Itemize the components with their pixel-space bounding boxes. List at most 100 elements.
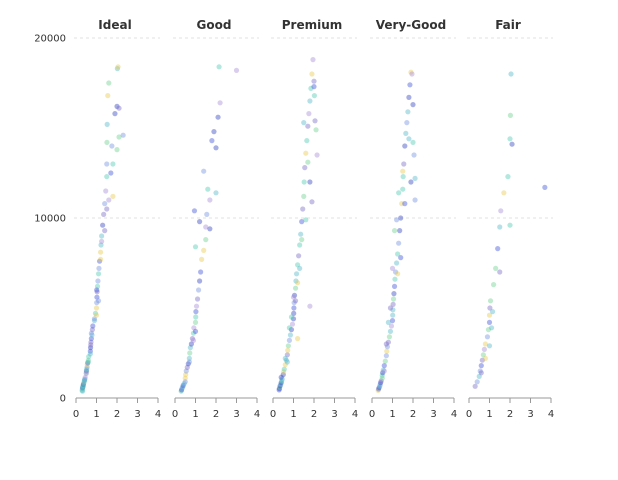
scatter-point — [307, 179, 313, 185]
scatter-point — [89, 332, 95, 338]
x-tick-label: 0 — [73, 409, 79, 420]
scatter-point — [400, 174, 406, 180]
scatter-point — [310, 57, 316, 63]
scatter-point — [96, 258, 103, 264]
scatter-point — [278, 374, 284, 380]
scatter-point — [91, 318, 98, 324]
scatter-point — [185, 361, 191, 367]
scatter-point — [481, 346, 487, 352]
scatter-point — [295, 262, 301, 268]
scatter-point — [476, 373, 482, 379]
scatter-point — [378, 380, 384, 386]
x-tick-label: 1 — [486, 409, 492, 420]
x-tick-label: 1 — [290, 409, 296, 420]
scatter-point — [89, 327, 95, 333]
scatter-point — [88, 336, 94, 342]
scatter-point — [178, 388, 184, 394]
scatter-point — [103, 188, 109, 194]
facet-panel-premium: Premium 0 1 2 3 4 — [270, 18, 358, 420]
scatter-point — [379, 375, 385, 381]
scatter-point — [112, 111, 118, 117]
scatter-point — [401, 161, 407, 167]
scatter-point — [383, 353, 389, 359]
scatter-point — [297, 265, 303, 271]
scatter-point — [391, 283, 398, 289]
scatter-point — [110, 193, 116, 199]
scatter-point — [392, 276, 398, 282]
scatter-point — [106, 197, 112, 203]
scatter-point — [382, 358, 388, 364]
scatter-point — [104, 121, 110, 127]
scatter-point — [204, 211, 210, 217]
scatter-point — [390, 312, 396, 318]
scatter-point — [390, 296, 397, 302]
x-tick-label: 1 — [389, 409, 395, 420]
scatter-point — [85, 360, 91, 366]
facet-title: Ideal — [98, 18, 131, 32]
scatter-point — [386, 334, 393, 340]
scatter-point — [94, 287, 100, 293]
scatter-point — [495, 246, 501, 252]
scatter-point — [110, 161, 116, 167]
scatter-point — [98, 249, 104, 255]
scatter-point — [109, 143, 115, 149]
scatter-point — [79, 386, 85, 392]
scatter-point — [507, 222, 513, 228]
scatter-point — [187, 350, 193, 356]
scatter-point — [389, 265, 396, 271]
scatter-point — [203, 224, 209, 230]
scatter-point — [98, 256, 104, 262]
x-tick-label: 4 — [352, 409, 358, 420]
facet-panel-ideal: Ideal 0 1 2 3 4 — [73, 18, 161, 420]
scatter-point — [505, 174, 511, 180]
scatter-point — [300, 206, 306, 212]
scatter-point — [183, 368, 189, 374]
scatter-point — [114, 66, 121, 72]
x-tick-label: 2 — [311, 409, 317, 420]
scatter-point — [487, 305, 493, 311]
x-tick-label: 3 — [233, 409, 239, 420]
scatter-point — [101, 211, 107, 217]
scatter-point — [313, 127, 319, 133]
scatter-point — [392, 269, 399, 275]
scatter-point — [405, 109, 411, 115]
scatter-point — [307, 303, 313, 309]
x-tick-label: 3 — [331, 409, 337, 420]
scatter-point — [283, 357, 289, 363]
scatter-point — [288, 314, 295, 320]
x-tick-label: 2 — [507, 409, 513, 420]
scatter-point — [484, 334, 491, 340]
scatter-point — [81, 379, 87, 385]
scatter-point — [120, 132, 126, 138]
scatter-point — [233, 67, 240, 73]
facet-panel-fair: Fair 0 1 2 3 4 — [466, 18, 554, 420]
scatter-point — [395, 251, 401, 257]
scatter-point — [205, 186, 211, 192]
scatter-point — [81, 380, 87, 386]
scatter-point — [180, 384, 186, 390]
scatter-point — [98, 242, 104, 248]
scatter-point — [306, 111, 312, 117]
x-tick-label: 0 — [172, 409, 178, 420]
scatter-point — [211, 129, 217, 135]
scatter-point — [84, 364, 90, 370]
scatter-point — [102, 201, 108, 207]
scatter-point — [108, 170, 114, 176]
scatter-point — [289, 321, 296, 327]
scatter-point — [94, 283, 101, 289]
scatter-point — [83, 370, 89, 376]
scatter-point — [95, 298, 102, 304]
scatter-point — [278, 381, 284, 387]
scatter-point — [411, 152, 417, 158]
scatter-point — [406, 94, 412, 100]
scatter-point — [403, 130, 409, 136]
scatter-point — [94, 294, 100, 300]
scatter-point — [390, 301, 396, 307]
scatter-point — [378, 378, 384, 384]
scatter-point — [384, 348, 390, 354]
scatter-point — [186, 355, 192, 361]
scatter-point — [385, 319, 391, 325]
scatter-point — [508, 71, 514, 77]
scatter-point — [301, 120, 307, 126]
scatter-point — [87, 351, 93, 357]
